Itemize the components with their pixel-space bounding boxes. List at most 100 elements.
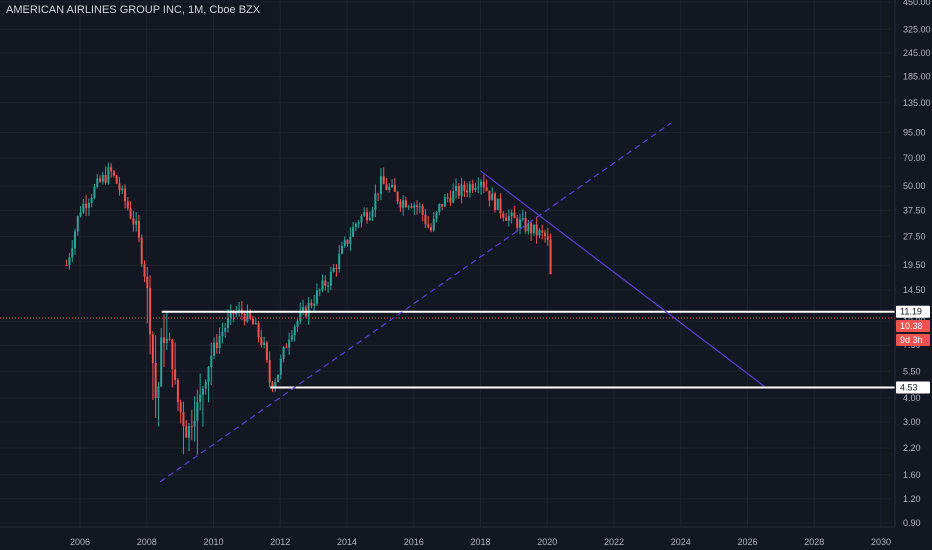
time-axis[interactable]: 2006 2008 2010 2012 2014 2016 2018 2020 2022 2024… [0, 526, 895, 547]
candle-body [140, 237, 143, 265]
price-label-countdown: 9d 3h [896, 334, 930, 347]
candle-body [418, 206, 421, 208]
candle-body [532, 224, 535, 234]
candle-body [226, 317, 229, 328]
candle-body [313, 303, 316, 306]
candle-body [507, 216, 510, 221]
candle-body [215, 342, 218, 349]
dashed-trendline[interactable] [159, 122, 672, 483]
candle-body [468, 184, 471, 193]
candle-body [427, 224, 430, 228]
candle-body [485, 187, 488, 191]
candle-body [493, 193, 496, 210]
x-tick-label: 2006 [70, 537, 90, 547]
price-label-bg [896, 381, 930, 394]
candle-body [499, 198, 502, 214]
candle-body [505, 217, 508, 221]
y-tick-label: 4.00 [903, 393, 921, 403]
candle-body [491, 193, 494, 201]
candle-body [327, 285, 330, 287]
candle-body [71, 248, 74, 258]
horizontal-levels[interactable] [0, 310, 895, 389]
candle-body [549, 239, 552, 274]
candle-body [277, 374, 280, 382]
trendlines[interactable] [159, 122, 765, 483]
x-tick-label: 2024 [671, 537, 691, 547]
candle-body [274, 381, 277, 389]
candle-body [149, 287, 152, 335]
candle-body [546, 235, 549, 240]
y-tick-label: 5.50 [903, 366, 921, 376]
candle-body [457, 186, 460, 196]
price-label-bg [896, 320, 930, 333]
candle-body [332, 267, 335, 272]
candle-body [235, 312, 238, 315]
candle-body [407, 206, 410, 208]
y-tick-label: 37.50 [903, 205, 926, 215]
candle-body [410, 206, 413, 208]
candle-body [302, 307, 305, 312]
candle-body [124, 188, 127, 202]
candle-body [471, 184, 474, 191]
candle-body [324, 280, 327, 286]
candle-body [530, 223, 533, 234]
x-tick-label: 2012 [270, 537, 290, 547]
candle-body [393, 184, 396, 192]
y-tick-label: 14.50 [903, 285, 926, 295]
solid-trendline[interactable] [480, 170, 765, 387]
candle-body [260, 337, 263, 345]
price-label-level: 4.53 [896, 381, 930, 394]
candle-body [438, 204, 441, 213]
candle-body [513, 212, 516, 219]
y-tick-label: 450.00 [903, 0, 931, 7]
y-tick-label: 0.90 [903, 518, 921, 528]
candle-body [107, 167, 110, 183]
x-tick-label: 2010 [203, 537, 223, 547]
candle-body [196, 401, 199, 421]
price-axis[interactable]: 0.901.201.602.203.004.005.507.5010.0014.… [894, 0, 931, 528]
y-tick-label: 185.00 [903, 72, 931, 82]
candle-body [535, 224, 538, 236]
candle-body [379, 176, 382, 194]
candle-body [162, 337, 165, 343]
candle-body [321, 280, 324, 290]
candle-body [424, 214, 427, 225]
candle-body [366, 212, 369, 221]
candle-body [110, 167, 113, 172]
price-label-text: 4.53 [900, 383, 918, 393]
candle-body [346, 239, 349, 244]
candle-body [455, 186, 458, 191]
candle-body [354, 223, 357, 228]
candle-body [154, 363, 157, 399]
candle-body [151, 334, 154, 364]
candle-body [435, 212, 438, 219]
candle-body [399, 201, 402, 208]
x-tick-label: 2020 [537, 537, 557, 547]
x-tick-label: 2014 [337, 537, 357, 547]
candle-body [429, 227, 432, 231]
candle-body [179, 402, 182, 413]
candle-body [279, 358, 282, 375]
candle-body [204, 381, 207, 389]
candle-body [137, 220, 140, 238]
candle-body [541, 230, 544, 233]
candle-body [224, 327, 227, 332]
x-tick-label: 2008 [137, 537, 157, 547]
candle-body [104, 175, 107, 183]
candle-body [229, 310, 232, 318]
candlestick-series [65, 162, 552, 455]
candle-body [363, 212, 366, 217]
candle-body [85, 203, 88, 208]
candle-body [135, 220, 138, 225]
candle-body [76, 216, 79, 232]
candle-body [165, 338, 168, 343]
candle-body [521, 218, 524, 220]
candle-body [377, 193, 380, 195]
x-tick-label: 2022 [604, 537, 624, 547]
candle-body [65, 265, 68, 267]
candle-body [402, 200, 405, 208]
y-tick-label: 27.50 [903, 231, 926, 241]
candle-body [527, 223, 530, 232]
chart-grid [0, 0, 890, 527]
